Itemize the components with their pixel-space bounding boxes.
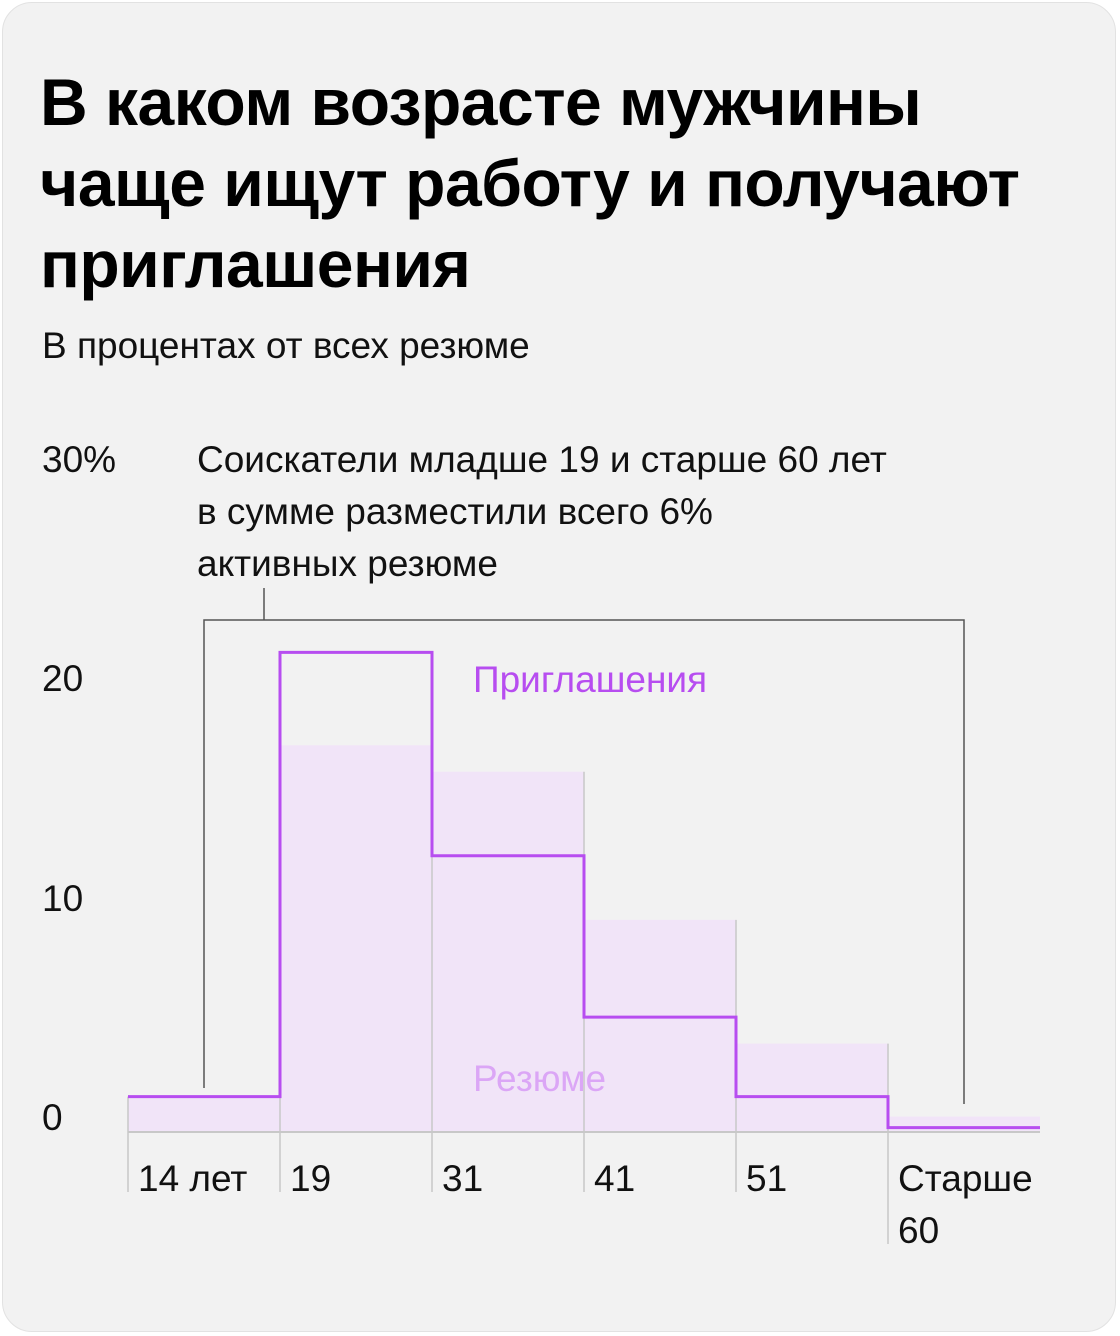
x-tick-label: 14 лет — [138, 1158, 247, 1199]
annotation-bracket — [203, 619, 965, 1104]
annotation-line: в сумме разместили всего 6% — [197, 491, 713, 532]
chart-subtitle: В процентах от всех резюме — [42, 325, 530, 366]
resume-bar — [128, 1096, 280, 1132]
invitations-step-line — [128, 650, 1040, 1130]
y-tick-label: 30% — [42, 439, 116, 480]
x-tick-label: 31 — [442, 1158, 483, 1199]
x-tick-label: 19 — [290, 1158, 331, 1199]
resume-bar — [888, 1116, 1040, 1132]
x-tick-label: 41 — [594, 1158, 635, 1199]
resume-bar — [432, 771, 584, 1132]
resume-bar — [584, 919, 736, 1132]
y-tick-label: 20 — [42, 658, 83, 699]
resume-series-label: Резюме — [473, 1058, 606, 1099]
x-tick-label: Старше 60 — [898, 1158, 1033, 1251]
resume-bar — [736, 1043, 888, 1132]
y-tick-label: 0 — [42, 1097, 63, 1138]
x-tick-label: 51 — [746, 1158, 787, 1199]
chart-title: В каком возрасте мужчины чаще ищут работ… — [40, 65, 1020, 301]
annotation-line: активных резюме — [197, 543, 498, 584]
invitations-series-label: Приглашения — [473, 659, 707, 700]
y-tick-label: 10 — [42, 878, 83, 919]
annotation-line: Соискатели младше 19 и старше 60 лет — [197, 439, 887, 480]
resume-bar — [280, 745, 432, 1132]
